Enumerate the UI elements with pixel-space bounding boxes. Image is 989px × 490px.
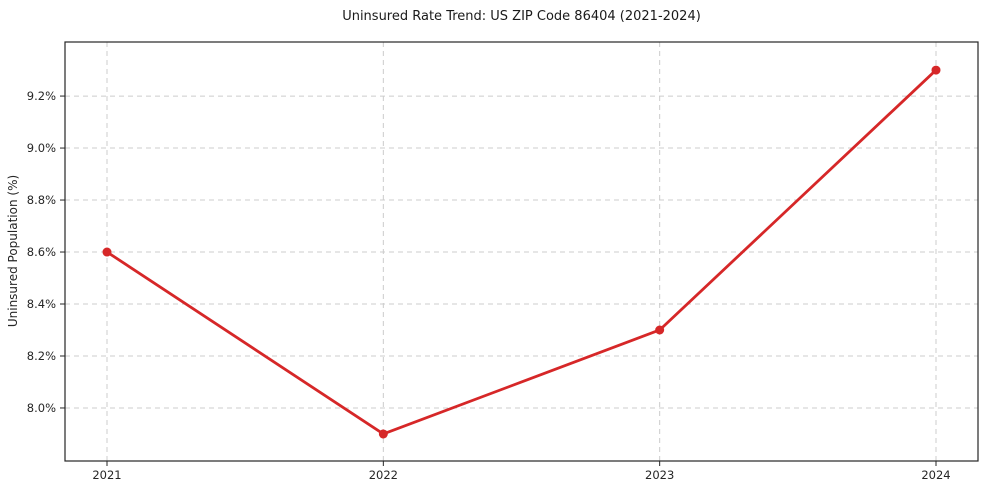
x-tick-label: 2023 bbox=[645, 468, 674, 482]
plot-background bbox=[65, 42, 978, 461]
data-point bbox=[102, 247, 112, 257]
x-tick-label: 2022 bbox=[369, 468, 398, 482]
data-point bbox=[931, 65, 941, 75]
data-point bbox=[655, 325, 665, 335]
y-tick-label: 9.0% bbox=[27, 141, 56, 155]
y-tick-label: 8.6% bbox=[27, 245, 56, 259]
trend-line bbox=[105, 68, 938, 436]
x-tick-label: 2024 bbox=[921, 468, 950, 482]
y-tick-label: 8.2% bbox=[27, 349, 56, 363]
plot-border bbox=[64, 41, 979, 462]
y-tick-label: 8.0% bbox=[27, 401, 56, 415]
x-tick-label: 2021 bbox=[92, 468, 121, 482]
y-tick-label: 8.4% bbox=[27, 297, 56, 311]
y-tick-label: 8.8% bbox=[27, 193, 56, 207]
y-tick-label: 9.2% bbox=[27, 89, 56, 103]
data-point bbox=[378, 429, 388, 439]
chart-title: Uninsured Rate Trend: US ZIP Code 86404 … bbox=[342, 9, 701, 24]
